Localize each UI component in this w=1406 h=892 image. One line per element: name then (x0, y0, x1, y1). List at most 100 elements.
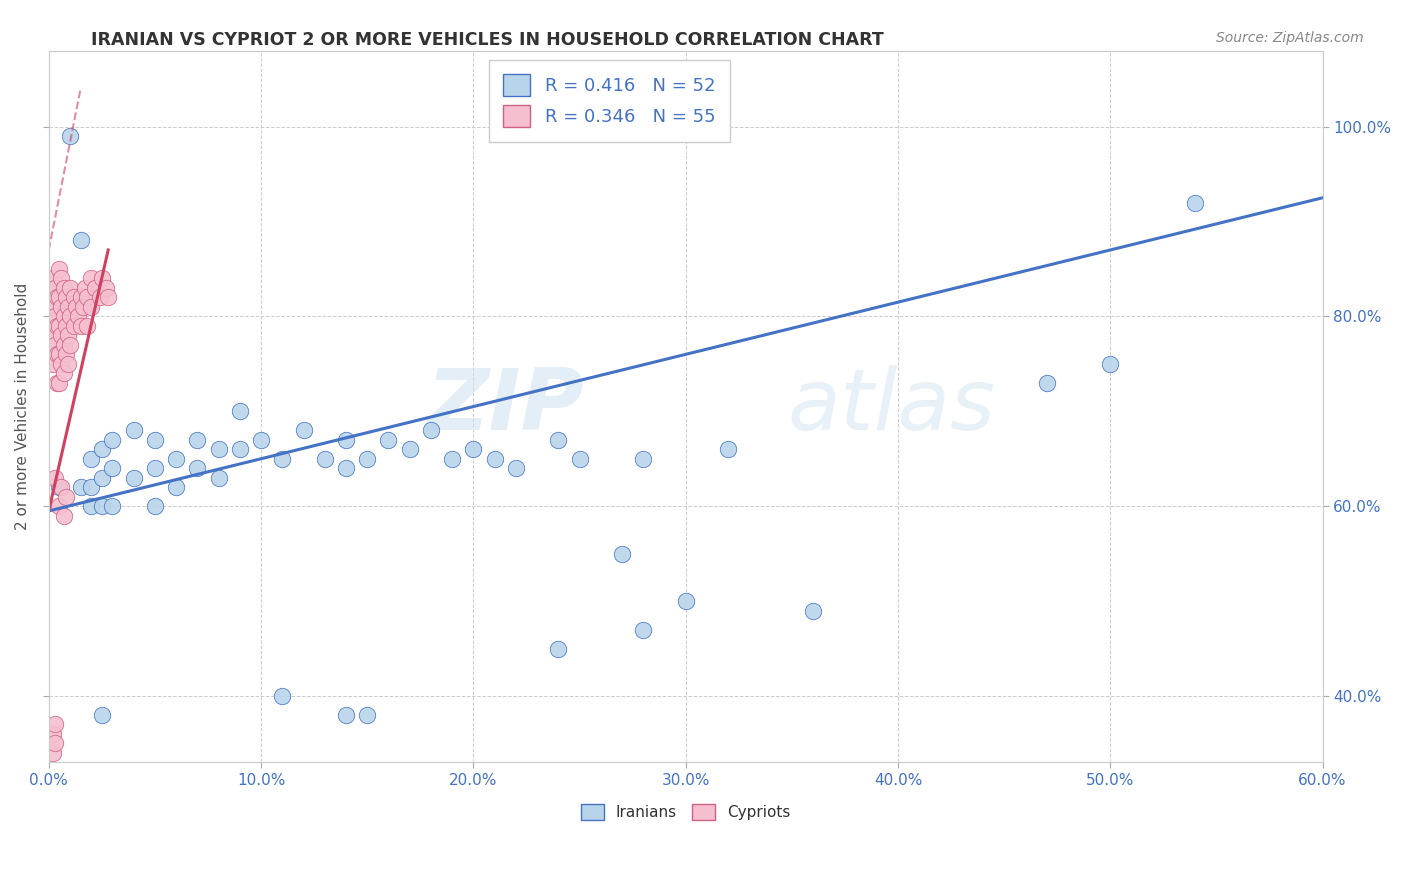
Point (122, 471, 145, 485)
Point (675, 594, 697, 608)
Point (69, 290, 91, 304)
Point (484, 451, 506, 466)
Point (101, 499, 124, 513)
Point (90, 499, 112, 513)
Point (52, 508, 75, 523)
Point (356, 451, 378, 466)
Point (65, 300, 87, 314)
Point (48, 262, 70, 277)
Point (69, 480, 91, 494)
Point (1184, 195, 1206, 210)
Point (48, 290, 70, 304)
Point (1035, 376, 1057, 390)
Y-axis label: 2 or more Vehicles in Household: 2 or more Vehicles in Household (15, 283, 30, 530)
Point (80, 499, 103, 513)
Point (90, 708, 112, 723)
Point (52, 338, 75, 352)
Point (271, 689, 294, 703)
Point (48, 347, 70, 361)
Point (42, 328, 65, 343)
Point (51, 480, 73, 494)
Point (271, 451, 294, 466)
Point (101, 461, 124, 475)
Point (568, 451, 591, 466)
Point (80, 451, 103, 466)
Point (46, 347, 69, 361)
Point (51, 328, 73, 343)
Point (463, 442, 485, 457)
Point (46, 290, 69, 304)
Text: atlas: atlas (787, 365, 995, 448)
Point (46, 376, 69, 390)
Point (292, 423, 315, 437)
Point (42, 271, 65, 285)
Point (52, 310, 75, 324)
Point (547, 433, 569, 447)
Legend: Iranians, Cypriots: Iranians, Cypriots (575, 797, 797, 826)
Point (44, 471, 66, 485)
Point (97, 290, 120, 304)
Point (610, 547, 633, 561)
Point (44, 717, 66, 731)
Point (59, 129, 82, 144)
Point (48, 318, 70, 333)
Point (42, 300, 65, 314)
Point (143, 499, 166, 513)
Point (335, 433, 357, 447)
Text: ZIP: ZIP (426, 365, 583, 448)
Point (44, 281, 66, 295)
Point (52, 367, 75, 381)
Point (80, 480, 103, 494)
Point (84, 281, 107, 295)
Point (165, 480, 187, 494)
Point (59, 310, 82, 324)
Point (51, 271, 73, 285)
Point (631, 451, 654, 466)
Point (90, 271, 112, 285)
Point (250, 433, 273, 447)
Point (207, 442, 229, 457)
Point (90, 471, 112, 485)
Point (72, 300, 94, 314)
Point (1099, 357, 1122, 371)
Point (44, 338, 66, 352)
Point (80, 300, 103, 314)
Point (44, 310, 66, 324)
Point (441, 451, 464, 466)
Point (56, 300, 79, 314)
Point (52, 281, 75, 295)
Point (55, 290, 77, 304)
Point (51, 357, 73, 371)
Point (335, 708, 357, 723)
Text: IRANIAN VS CYPRIOT 2 OR MORE VEHICLES IN HOUSEHOLD CORRELATION CHART: IRANIAN VS CYPRIOT 2 OR MORE VEHICLES IN… (91, 31, 884, 49)
Point (56, 357, 79, 371)
Point (207, 471, 229, 485)
Point (229, 404, 252, 418)
Point (76, 290, 98, 304)
Point (377, 433, 399, 447)
Point (90, 442, 112, 457)
Point (42, 727, 65, 741)
Point (94, 281, 117, 295)
Point (48, 480, 70, 494)
Point (122, 423, 145, 437)
Point (143, 461, 166, 475)
Point (51, 300, 73, 314)
Point (46, 318, 69, 333)
Point (314, 451, 336, 466)
Point (356, 708, 378, 723)
Point (55, 347, 77, 361)
Point (69, 318, 91, 333)
Point (55, 318, 77, 333)
Point (335, 461, 357, 475)
Point (59, 281, 82, 295)
Point (42, 357, 65, 371)
Point (717, 442, 740, 457)
Point (56, 328, 79, 343)
Point (143, 433, 166, 447)
Point (505, 461, 527, 475)
Point (165, 451, 187, 466)
Point (42, 746, 65, 760)
Point (69, 234, 91, 248)
Point (631, 623, 654, 637)
